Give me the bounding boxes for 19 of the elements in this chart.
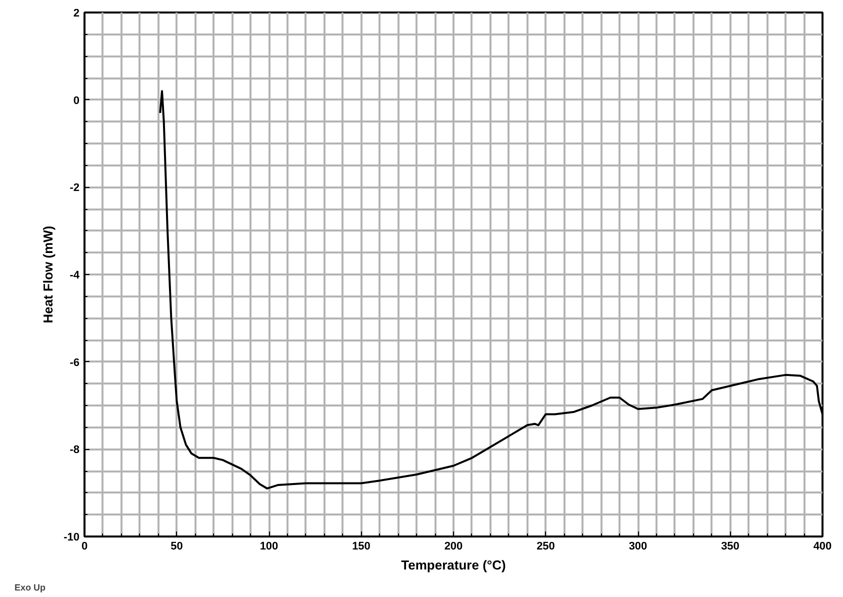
x-tick-label: 200 xyxy=(444,540,463,552)
y-tick-label: 0 xyxy=(73,94,80,107)
y-tick-label: -6 xyxy=(70,356,80,369)
y-tick-label: -8 xyxy=(70,444,80,456)
y-axis-title: Heat Flow (mW) xyxy=(40,226,56,324)
y-tick-label: -2 xyxy=(70,182,80,194)
y-tick-label: -10 xyxy=(64,532,80,544)
x-tick-label: 100 xyxy=(260,540,278,552)
y-tick-label: -4 xyxy=(70,270,80,282)
x-tick-label: 250 xyxy=(536,540,555,552)
x-tick-label: 150 xyxy=(352,540,370,552)
x-axis-title: Temperature (°C) xyxy=(401,558,506,572)
x-tick-label: 400 xyxy=(813,540,832,552)
y-tick-label: 2 xyxy=(73,8,80,20)
text: Exo Up xyxy=(14,582,46,592)
x-tick-label: 350 xyxy=(721,540,740,552)
x-tick-label: 50 xyxy=(170,540,183,552)
x-tick-label: 0 xyxy=(81,540,88,552)
x-tick-label: 300 xyxy=(628,540,648,552)
